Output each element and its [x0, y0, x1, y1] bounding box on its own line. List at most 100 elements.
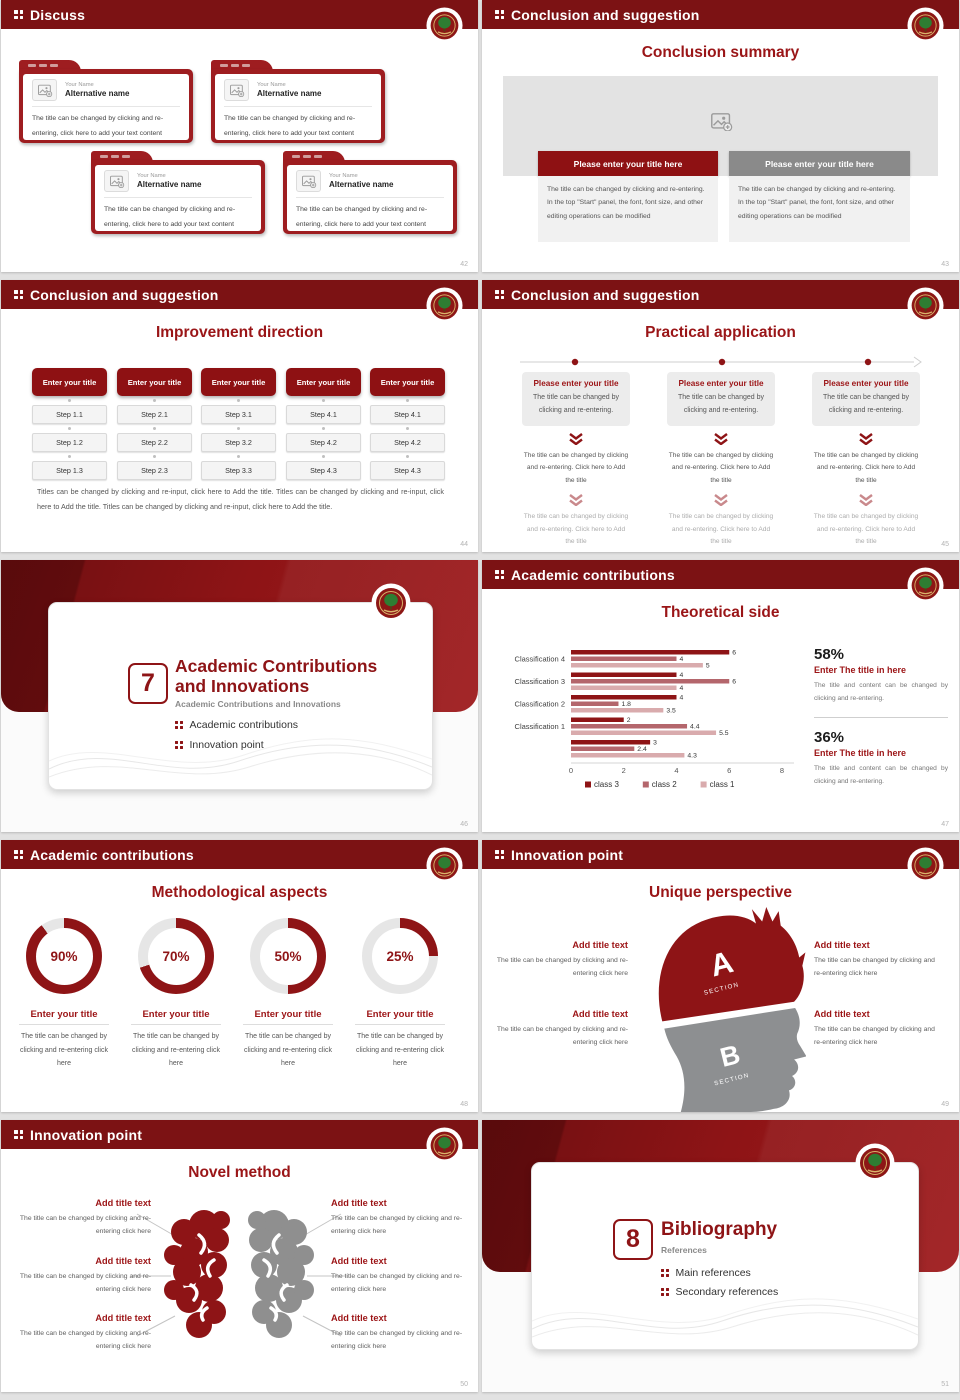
wave-decoration — [49, 727, 432, 789]
slide-thumbnail-50[interactable]: Innovation point Novel method — [1, 1120, 478, 1392]
slide-thumbnail-48[interactable]: Academic contributions Methodological as… — [1, 840, 478, 1112]
slide-thumbnail-46[interactable]: 7 Academic Contributions and Innovations… — [1, 560, 478, 832]
svg-text:4: 4 — [674, 766, 678, 775]
add-title-text: Add title text — [572, 1009, 628, 1019]
step-box: Step 4.3 — [286, 461, 361, 480]
slide-subject-title: Conclusion summary — [641, 44, 800, 61]
page-number: 43 — [941, 261, 949, 268]
timeline — [520, 356, 922, 368]
text-block-body: The title can be changed by clicking and… — [496, 1026, 628, 1047]
donut-chart: 90% — [26, 918, 102, 994]
enter-title-button: Enter your title — [370, 368, 445, 396]
wave-decoration — [532, 1287, 918, 1349]
timeline-card-body: The title can be changed by clicking and… — [532, 394, 619, 414]
timeline-card: Please enter your title The title can be… — [812, 372, 920, 426]
timeline-card-title: Please enter your title — [678, 379, 764, 388]
double-chevron-icon — [568, 494, 584, 506]
text-block: Add title text The title can be changed … — [331, 1313, 469, 1354]
card-body-text: The title can be changed by clicking and… — [224, 115, 356, 137]
donut-item: 25% Enter your title The title can be ch… — [347, 918, 453, 1071]
donut-chart: 50% — [250, 918, 326, 994]
grid-marker-icon — [175, 721, 183, 729]
alternative-name-label: Alternative name — [137, 180, 202, 190]
text-block-body: The title can be changed by clicking and… — [814, 1026, 935, 1047]
donut-value: 50% — [274, 948, 302, 964]
page-number: 44 — [460, 541, 468, 548]
slide-thumbnail-44[interactable]: Conclusion and suggestion Improvement di… — [1, 280, 478, 552]
slide-thumbnail-43[interactable]: Conclusion and suggestion Conclusion sum… — [482, 0, 959, 272]
page-number: 49 — [941, 1101, 949, 1108]
brain-fissures — [189, 1233, 289, 1322]
step-column: Enter your title Step 3.1 Step 3.2 Step … — [201, 368, 276, 480]
grid-marker-icon — [14, 290, 23, 299]
slide-thumbnail-51[interactable]: 8 Bibliography References Main reference… — [482, 1120, 959, 1392]
step-box: Step 2.3 — [117, 461, 192, 480]
timeline-card: Please enter your title The title can be… — [667, 372, 775, 426]
enter-title-button: Enter your title — [201, 368, 276, 396]
donut-title: Enter your title — [19, 1009, 109, 1025]
stats-panel: 58% Enter The title in here The title an… — [814, 646, 948, 788]
card-body-text: The title can be changed by clicking and… — [296, 206, 428, 228]
donut-value: 70% — [162, 948, 190, 964]
title-bar-red: Please enter your title here — [538, 151, 718, 176]
double-chevron-icon — [713, 433, 729, 445]
add-title-text: Add title text — [331, 1198, 387, 1208]
slide-thumbnail-49[interactable]: Innovation point Unique perspective A SE… — [482, 840, 959, 1112]
folder-card: Your Name Alternative name The title can… — [91, 151, 265, 234]
slide-subject-title: Novel method — [188, 1164, 291, 1181]
section-subtitle: Academic Contributions and Innovations — [175, 699, 341, 709]
head-section-b-shape — [664, 1007, 806, 1112]
page-number: 51 — [941, 1381, 949, 1388]
step-column: Enter your title Step 4.1 Step 4.2 Step … — [370, 368, 445, 480]
add-title-text: Add title text — [95, 1198, 151, 1208]
stat-value: 36% — [814, 728, 845, 746]
slide-thumbnail-42[interactable]: Discuss Your Name Alternative name The t… — [1, 0, 478, 272]
timeline-bottom-text: The title can be changed by clicking and… — [668, 513, 774, 546]
donut-title: Enter your title — [355, 1009, 445, 1025]
svg-text:5.5: 5.5 — [719, 730, 729, 737]
alternative-name-label: Alternative name — [65, 89, 130, 99]
donut-chart: 25% — [362, 918, 438, 994]
svg-text:5: 5 — [706, 662, 710, 669]
your-name-label: Your Name — [257, 81, 286, 88]
grid-marker-icon — [661, 1269, 669, 1277]
svg-text:Classification 4: Classification 4 — [515, 654, 565, 663]
grid-marker-icon — [495, 850, 504, 859]
text-block-body: The title can be changed by clicking and… — [19, 1330, 151, 1351]
svg-text:3: 3 — [653, 739, 657, 746]
section-subtitle: References — [661, 1245, 707, 1255]
text-block-body: The title can be changed by clicking and… — [814, 957, 935, 978]
text-block-body: The title can be changed by clicking and… — [331, 1330, 463, 1351]
step-column: Enter your title Step 4.1 Step 4.2 Step … — [286, 368, 361, 480]
slide-title-bar: Conclusion and suggestion — [482, 280, 959, 309]
university-logo-icon — [371, 583, 411, 623]
text-block: Add title text The title can be changed … — [814, 940, 944, 981]
svg-text:class 2: class 2 — [652, 780, 677, 789]
timeline-card-body: The title can be changed by clicking and… — [677, 394, 764, 414]
step-column: Enter your title Step 2.1 Step 2.2 Step … — [117, 368, 192, 480]
grid-marker-icon — [14, 10, 23, 19]
grid-marker-icon — [661, 1288, 669, 1296]
svg-text:4: 4 — [680, 672, 684, 679]
text-block-body: The title can be changed by clicking and… — [19, 1215, 151, 1236]
add-title-text: Add title text — [95, 1313, 151, 1323]
add-title-text: Add title text — [95, 1256, 151, 1266]
university-logo-icon — [426, 7, 463, 44]
slide-thumbnail-45[interactable]: Conclusion and suggestion Practical appl… — [482, 280, 959, 552]
svg-text:6: 6 — [732, 678, 736, 685]
timeline-card-title: Please enter your title — [823, 379, 909, 388]
donut-title: Enter your title — [243, 1009, 333, 1025]
grid-marker-icon — [175, 741, 183, 749]
step-box: Step 1.2 — [32, 433, 107, 452]
section-title-line1: Bibliography — [661, 1219, 778, 1240]
section-title-line2: and Innovations — [175, 675, 310, 696]
text-block: Add title text The title can be changed … — [331, 1256, 469, 1297]
slide-title-bar: Academic contributions — [1, 840, 478, 869]
alternative-name-label: Alternative name — [329, 180, 394, 190]
slide-subject-title: Unique perspective — [649, 884, 792, 901]
brain-right-half — [248, 1210, 314, 1338]
alternative-name-label: Alternative name — [257, 89, 322, 99]
slide-thumbnail-47[interactable]: Academic contributions Theoretical side … — [482, 560, 959, 832]
university-logo-icon — [426, 847, 463, 884]
